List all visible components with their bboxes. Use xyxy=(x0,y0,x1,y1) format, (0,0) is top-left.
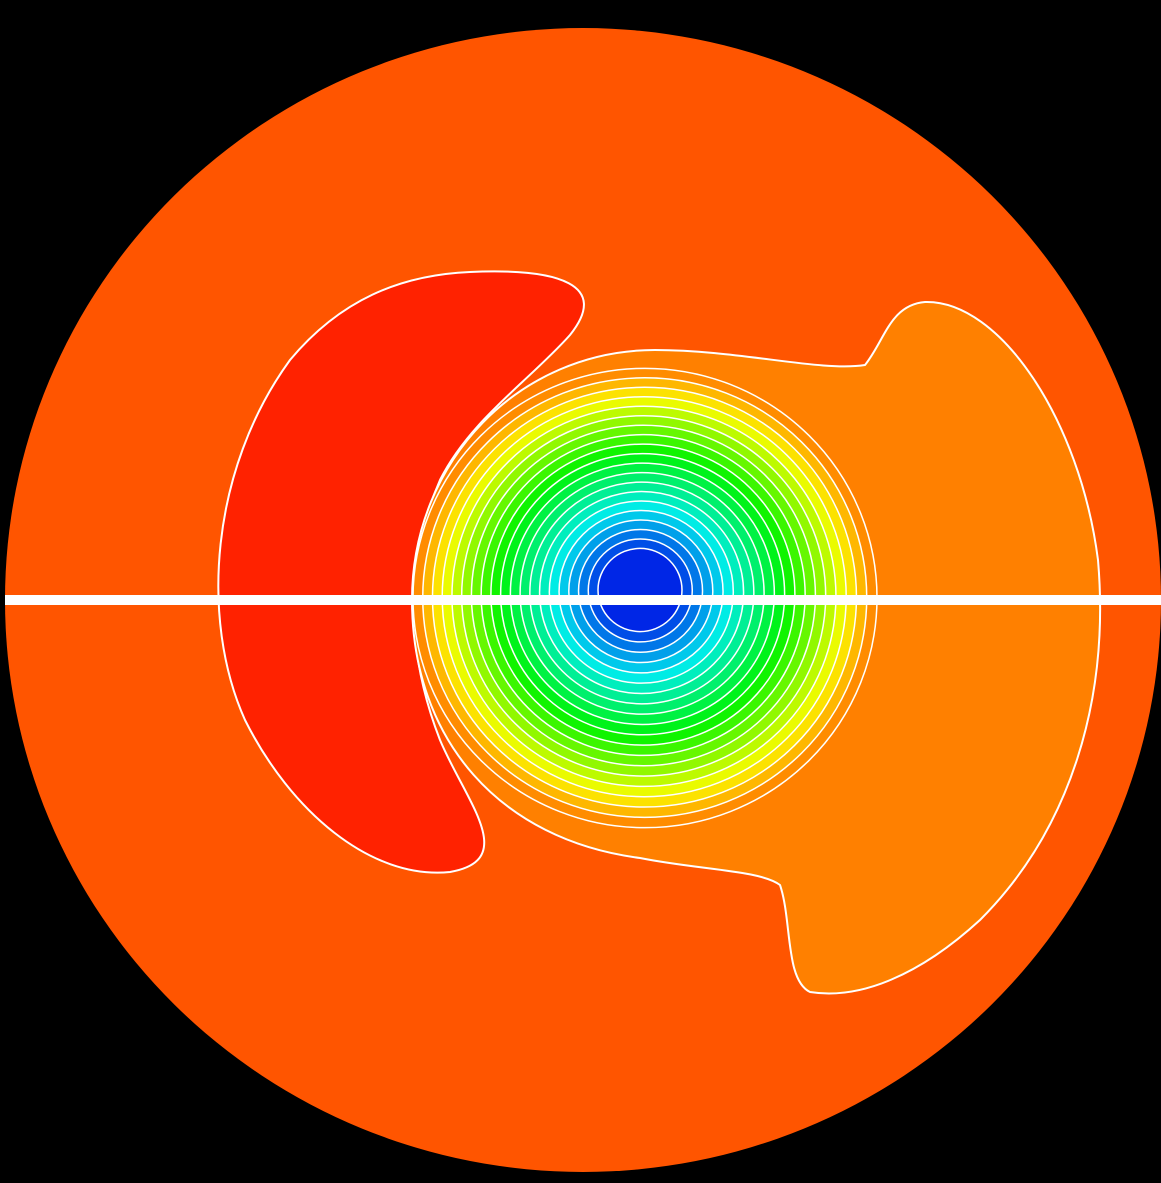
low-region xyxy=(217,270,585,874)
contour-ring xyxy=(597,547,683,633)
cut-line xyxy=(5,595,1161,605)
